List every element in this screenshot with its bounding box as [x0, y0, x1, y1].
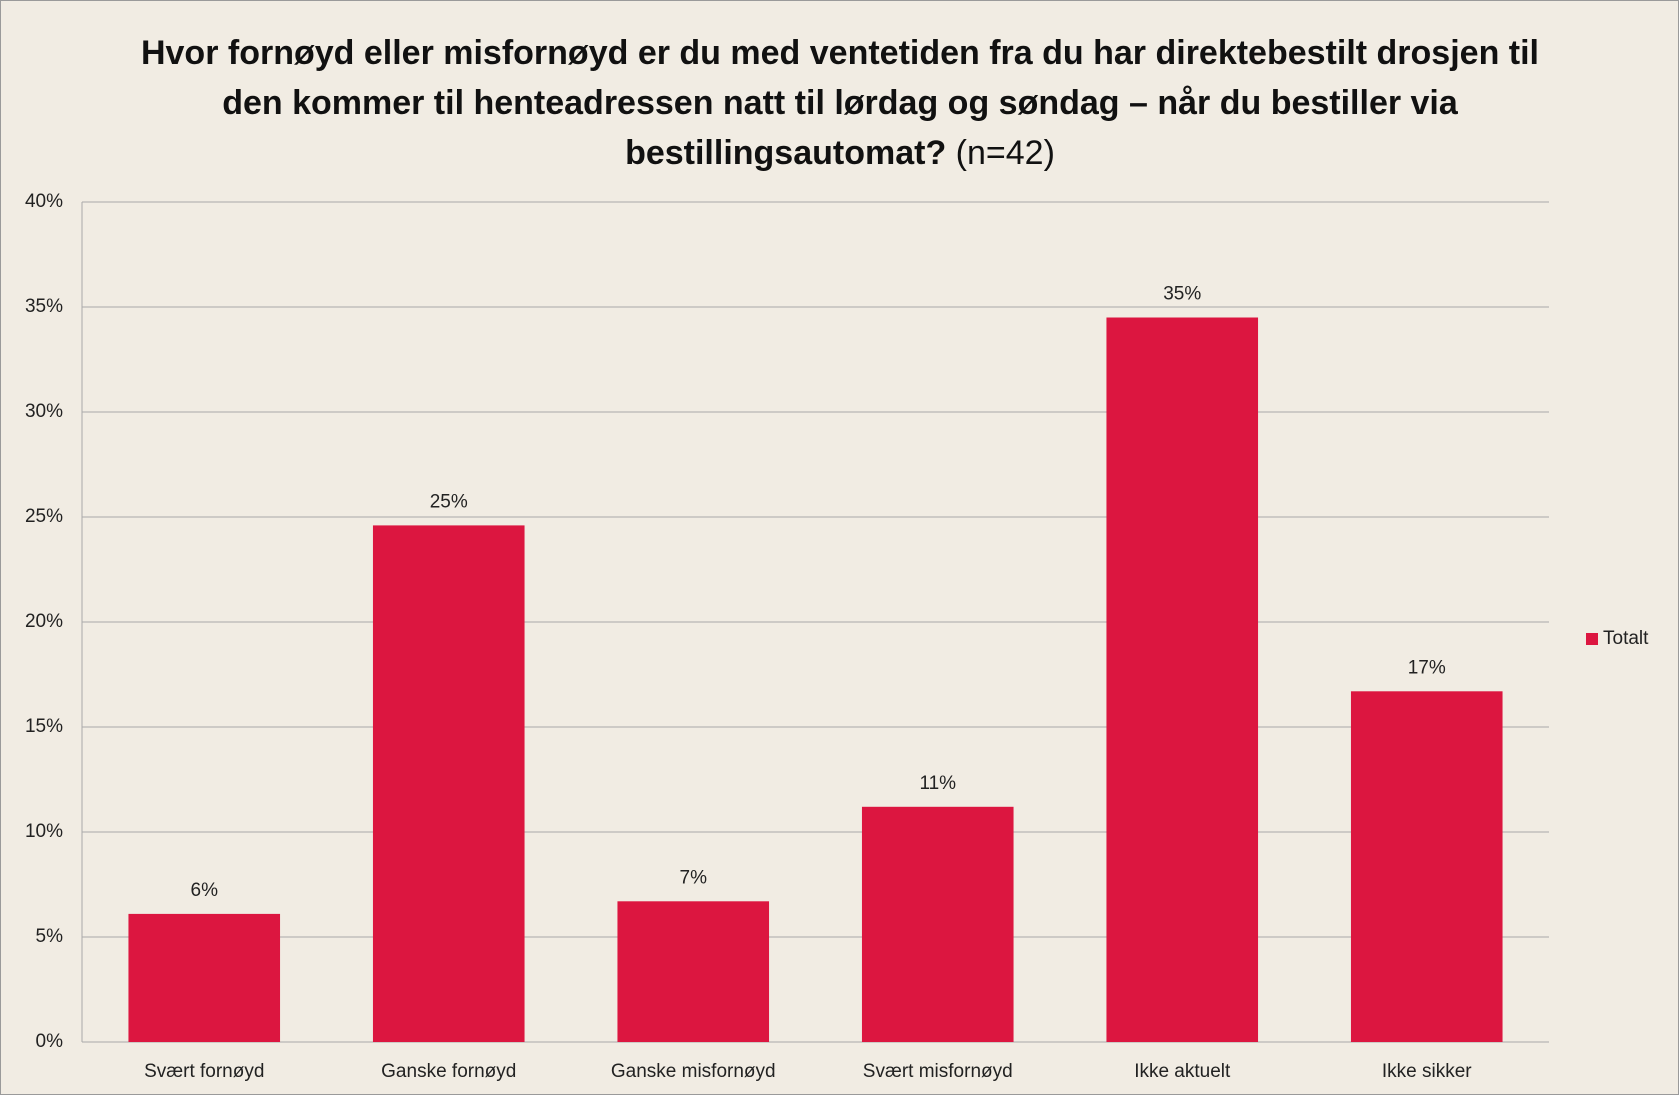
y-tick-label: 15% [25, 716, 63, 737]
y-tick-label: 0% [36, 1031, 64, 1052]
chart-title: Hvor fornøyd eller misfornøyd er du med … [140, 28, 1540, 178]
data-label: 11% [919, 773, 956, 794]
y-tick-label: 35% [25, 296, 63, 317]
x-tick-label: Ikke sikker [1382, 1061, 1472, 1082]
bar [128, 913, 281, 1042]
data-label: 25% [430, 491, 468, 512]
y-tick-label: 20% [25, 611, 63, 632]
bar [1106, 317, 1259, 1042]
x-tick-label: Svært misfornøyd [863, 1061, 1013, 1082]
y-tick-label: 40% [25, 191, 63, 212]
title-note: (n=42) [955, 134, 1055, 172]
bar [1350, 691, 1503, 1042]
y-tick-label: 25% [25, 506, 63, 527]
data-label: 7% [680, 867, 708, 888]
y-tick-label: 10% [25, 821, 63, 842]
x-tick-label: Ikke aktuelt [1134, 1061, 1231, 1082]
y-tick-label: 30% [25, 401, 63, 422]
title-text: Hvor fornøyd eller misfornøyd er du med … [140, 34, 1540, 172]
legend-swatch [1586, 633, 1598, 645]
x-tick-label: Ganske misfornøyd [611, 1061, 776, 1082]
bar [617, 901, 770, 1042]
bar [861, 806, 1014, 1042]
legend-label: Totalt [1603, 628, 1649, 649]
x-tick-label: Svært fornøyd [144, 1061, 264, 1082]
data-label: 17% [1408, 657, 1446, 678]
y-tick-label: 5% [36, 926, 64, 947]
data-label: 6% [191, 880, 219, 901]
x-tick-label: Ganske fornøyd [381, 1061, 516, 1082]
bar [372, 525, 525, 1042]
data-label: 35% [1163, 284, 1201, 305]
